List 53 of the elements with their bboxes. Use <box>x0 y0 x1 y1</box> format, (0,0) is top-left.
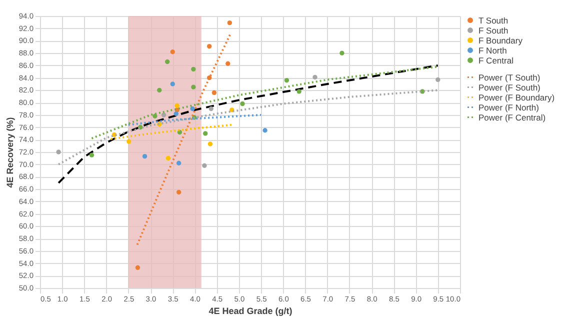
x-axis-title: 4E Head Grade (g/t) <box>208 306 292 316</box>
point <box>177 130 182 135</box>
point <box>170 82 175 86</box>
point <box>284 78 290 83</box>
point <box>212 90 217 95</box>
line-series <box>58 89 439 166</box>
point <box>191 66 196 72</box>
point <box>126 139 132 144</box>
point <box>227 20 232 26</box>
point <box>152 114 158 118</box>
legend-label: T South <box>478 15 508 26</box>
point <box>161 112 166 118</box>
point <box>170 50 175 54</box>
legend-label: F Central <box>478 55 514 66</box>
point <box>296 89 302 94</box>
point <box>202 163 207 168</box>
legend-label: F South <box>478 25 509 36</box>
point <box>89 152 94 158</box>
legend-label: Power (F Central) <box>478 112 546 122</box>
line-series <box>90 66 439 140</box>
legend-label: F North <box>478 45 508 56</box>
point <box>56 150 61 154</box>
point <box>436 77 440 82</box>
legend-label: Power (T South) <box>478 72 540 82</box>
point <box>176 160 182 166</box>
legend-label: Power (F South) <box>478 82 541 92</box>
point <box>226 61 230 66</box>
point <box>166 156 171 161</box>
line-series <box>110 124 234 140</box>
point <box>208 106 214 112</box>
point <box>206 44 212 49</box>
y-axis-title: 4E Recovery (%) <box>4 117 15 188</box>
point <box>164 59 170 64</box>
legend-label: F Boundary <box>478 35 524 46</box>
line-series <box>58 64 439 184</box>
line-series <box>136 34 232 246</box>
point <box>174 111 179 116</box>
point <box>203 131 208 136</box>
point <box>190 106 195 112</box>
line-series <box>127 114 262 126</box>
legend-label: Power (F Boundary) <box>478 92 555 102</box>
point <box>208 142 213 146</box>
point <box>191 84 196 90</box>
point <box>142 154 148 159</box>
point <box>157 88 162 93</box>
point <box>312 74 318 80</box>
point <box>340 50 344 56</box>
point <box>240 101 245 106</box>
point <box>262 128 268 133</box>
point <box>176 190 182 195</box>
point <box>135 265 140 270</box>
point <box>174 103 180 108</box>
legend-label: Power (F North) <box>478 102 540 112</box>
